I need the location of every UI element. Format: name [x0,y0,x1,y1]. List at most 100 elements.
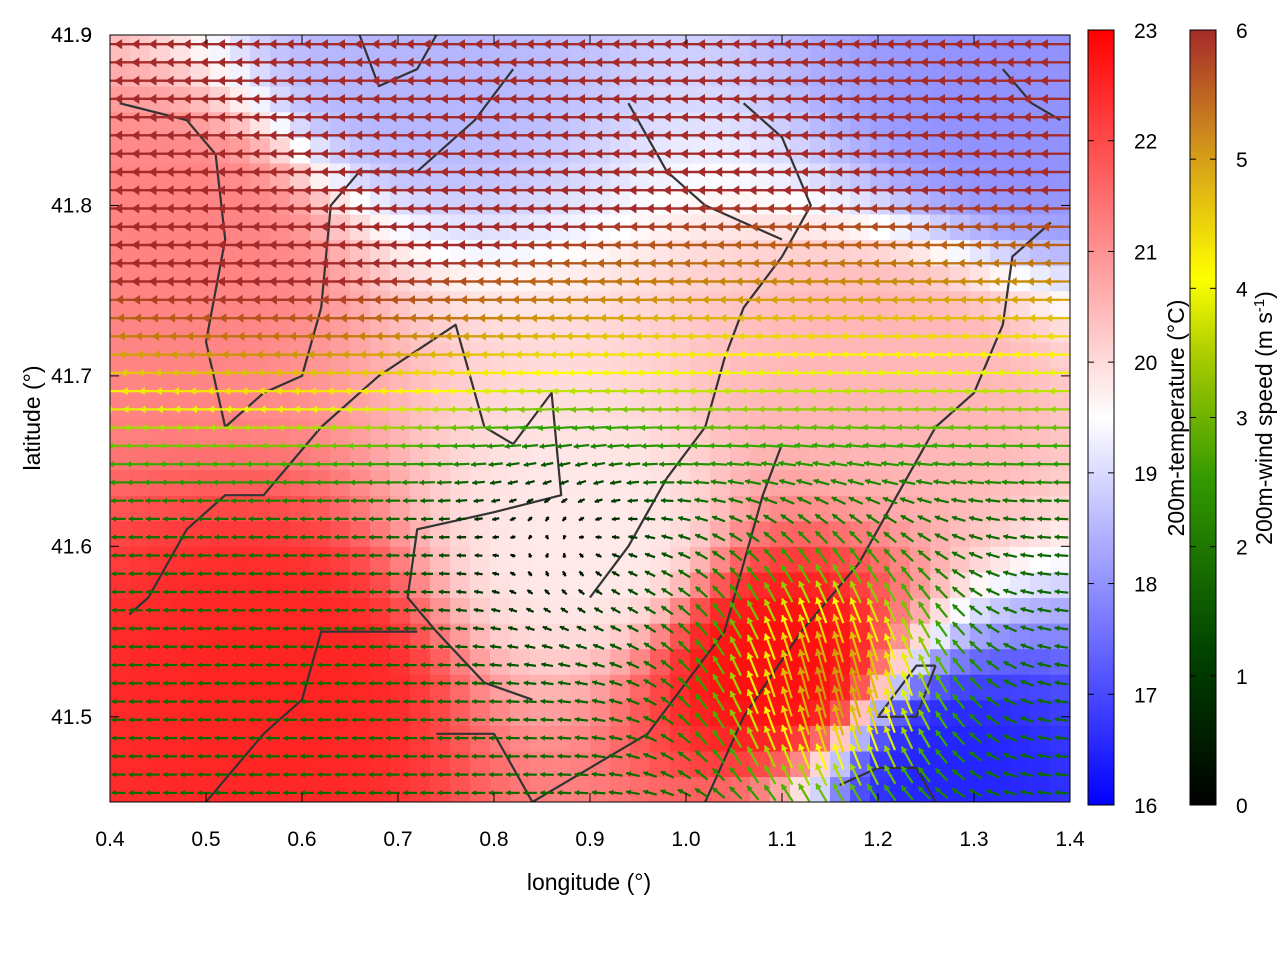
heatmap-cell [170,674,191,701]
heatmap-cell [890,392,911,420]
heatmap-cell [610,597,631,624]
heatmap-cell [950,316,971,343]
heatmap-cell [1010,495,1031,522]
heatmap-cell [350,623,371,650]
wind-arrow [214,534,229,541]
wind-arrow-head [212,479,218,486]
heatmap-cell [210,674,231,701]
heatmap-cell [730,137,751,164]
heatmap-cell [870,137,891,164]
heatmap-cell [590,520,611,547]
wind-arrow-head [110,405,112,414]
heatmap-cell [870,469,891,496]
heatmap-cell [470,265,491,292]
heatmap-cell [630,392,651,420]
heatmap-cell [810,392,831,420]
heatmap-cell [150,648,171,675]
wind-arrow [146,735,160,741]
wind-arrow-head [182,57,191,68]
heatmap-cell [670,367,691,394]
wind-arrow-head [180,534,185,541]
heatmap-cell [330,35,351,62]
heatmap-cell [550,571,571,599]
wind-arrow-head [231,717,237,723]
heatmap-cell [590,162,611,189]
heatmap-cell [550,546,571,573]
wind-arrow [197,771,212,778]
heatmap-cell [930,699,951,726]
heatmap-cell [470,392,491,420]
heatmap-cell [290,699,311,726]
heatmap-cell [350,648,371,675]
wind-arrow-head [131,221,140,232]
wind-arrow-head [146,643,151,650]
heatmap-cell [710,571,731,599]
wind-arrow-head [180,516,185,522]
wind-arrow-head [189,387,196,396]
wind-arrow-head [200,294,209,305]
heatmap-cell [130,60,151,87]
heatmap-cell [470,290,491,317]
heatmap-cell [770,495,791,522]
wind-arrow-head [128,662,134,668]
heatmap-cell [1010,392,1031,420]
wind-arrow [111,534,126,541]
wind-arrow-head [131,185,140,196]
heatmap-cell [170,162,191,189]
heatmap-cell [250,776,271,802]
wind-arrow-head [187,350,195,359]
wind-arrow-head [128,790,134,796]
heatmap-cell [270,674,291,701]
wind-arrow-head [111,662,117,668]
heatmap-cell [550,674,571,701]
heatmap-cell [950,520,971,547]
heatmap-cell [590,290,611,317]
heatmap-cell [590,35,611,62]
heatmap-cell [150,367,171,394]
heatmap-cell [390,546,411,573]
heatmap-cell [230,392,251,420]
heatmap-cell [570,674,591,701]
heatmap-cell [890,316,911,343]
wind-arrow-head [162,497,167,504]
heatmap-cell [630,546,651,573]
heatmap-cell [570,571,591,599]
wind-arrow [194,460,215,468]
heatmap-cell [190,648,211,675]
wind-arrow-head [128,534,134,541]
wind-arrow-head [199,221,208,232]
wind-arrow-head [98,277,106,287]
heatmap-cell [330,520,351,547]
wind-arrow-head [199,240,208,250]
heatmap-cell [230,495,251,522]
heatmap-cell [810,239,831,266]
heatmap-cell [830,162,851,189]
wind-arrow-head [180,643,185,650]
heatmap-cell [210,60,231,87]
heatmap-cell [190,776,211,802]
heatmap-cell [730,60,751,87]
heatmap-cell [1010,648,1031,675]
wind-arrow [146,753,160,760]
heatmap-cell [910,418,931,445]
wind-arrow-head [114,148,123,159]
heatmap-cell [630,776,651,802]
wind-arrow [179,497,195,504]
wind-arrow-head [131,148,140,159]
heatmap-cell [110,392,131,420]
heatmap-cell [510,290,531,317]
wind-arrow [111,625,126,632]
heatmap-cell [130,674,151,701]
wind-arrow [111,680,126,687]
heatmap-cell [730,648,751,675]
heatmap-cell [890,648,911,675]
wind-arrow-head [163,570,168,577]
heatmap-cell [110,571,131,599]
wind-arrow-head [145,589,151,595]
heatmap-cell [410,674,431,701]
wind-arrow [128,516,143,522]
heatmap-cell [990,674,1011,701]
heatmap-cell [250,674,271,701]
wind-arrow [128,589,143,595]
heatmap-cell [590,699,611,726]
